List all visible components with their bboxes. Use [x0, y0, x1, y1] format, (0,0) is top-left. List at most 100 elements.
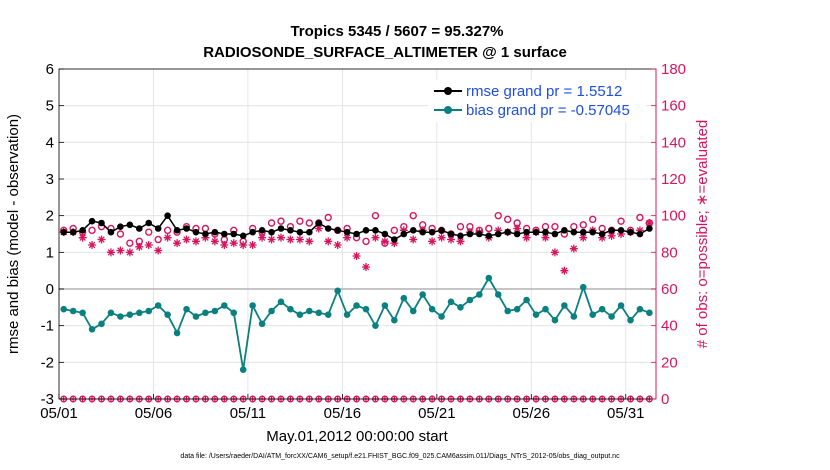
- possible-obs-marker: [570, 222, 578, 231]
- bias-point: [570, 313, 578, 320]
- evaluated-obs-marker: [437, 233, 446, 242]
- evaluated-obs-marker: [116, 246, 125, 255]
- rmse-point: [372, 227, 379, 234]
- bias-line: [63, 276, 650, 370]
- y2-axis-label: # of obs: o=possible; ∗=evaluated: [694, 120, 711, 349]
- bias-point: [258, 320, 266, 328]
- possible-obs-marker: [145, 228, 153, 236]
- y2-tick-label: 160: [661, 98, 686, 115]
- bias-point: [268, 307, 275, 315]
- rmse-point: [362, 227, 370, 234]
- bias-point: [221, 302, 228, 309]
- evaluated-obs-marker: [182, 235, 191, 244]
- possible-obs-marker: [541, 222, 550, 231]
- rmse-point: [324, 225, 332, 232]
- rmse-point: [409, 227, 417, 234]
- evaluated-obs-marker: [258, 233, 267, 242]
- bias-point: [334, 287, 341, 295]
- bias-point: [381, 302, 389, 309]
- evaluated-obs-marker: [88, 241, 97, 249]
- y2-axis-ticks: 0 20 40 60 80 100 120 140 160 180: [651, 61, 686, 408]
- bias-point: [353, 302, 360, 309]
- rmse-point: [107, 228, 115, 236]
- rmse-point: [60, 228, 68, 236]
- rmse-point: [636, 230, 644, 238]
- legend-rmse-marker: [444, 87, 452, 95]
- y2-tick-label: 80: [661, 244, 678, 261]
- possible-obs-marker: [371, 211, 380, 220]
- y-tick-label: 4: [46, 134, 54, 151]
- possible-obs-marker: [589, 215, 597, 224]
- rmse-point: [258, 227, 266, 234]
- legend-bias-marker: [444, 106, 452, 114]
- rmse-point: [154, 225, 162, 232]
- rmse-point: [419, 228, 426, 236]
- chart-subtitle: RADIOSONDE_SURFACE_ALTIMETER @ 1 surface: [203, 44, 567, 61]
- evaluated-obs-marker: [314, 224, 323, 233]
- rmse-point: [173, 227, 181, 234]
- rmse-point: [249, 228, 256, 236]
- rmse-point: [239, 232, 247, 240]
- evaluated-obs-marker: [409, 235, 418, 244]
- bias-point: [457, 304, 464, 311]
- rmse-point: [343, 228, 351, 236]
- rmse-point: [627, 228, 634, 236]
- x-tick-label: 05/26: [513, 405, 551, 422]
- rmse-point: [315, 219, 323, 227]
- rmse-point: [513, 230, 521, 238]
- bias-point: [532, 311, 540, 318]
- x-tick-label: 05/06: [135, 405, 173, 422]
- rmse-point: [126, 221, 134, 229]
- evaluated-obs-marker: [220, 241, 229, 249]
- plot-marks: [59, 211, 654, 403]
- possible-obs-marker: [485, 224, 493, 233]
- rmse-point: [164, 212, 171, 219]
- rmse-point: [570, 228, 578, 236]
- possible-obs-marker: [390, 226, 399, 235]
- possible-obs-marker: [201, 224, 210, 233]
- y-tick-label: -3: [41, 391, 54, 408]
- possible-obs-marker: [494, 211, 502, 220]
- bias-point: [438, 313, 445, 320]
- rmse-point: [79, 227, 86, 234]
- rmse-point: [523, 228, 530, 236]
- y2-tick-label: 100: [661, 208, 686, 225]
- evaluated-obs-marker: [78, 233, 87, 242]
- evaluated-obs-marker: [97, 235, 106, 244]
- bias-point: [608, 313, 615, 320]
- bias-point: [636, 305, 644, 313]
- rmse-point: [504, 228, 511, 236]
- evaluated-obs-marker: [229, 239, 238, 248]
- rmse-point: [117, 223, 124, 230]
- bias-point: [447, 298, 455, 306]
- rmse-point: [192, 228, 200, 236]
- evaluated-obs-marker: [191, 237, 200, 246]
- chart-title: Tropics 5345 / 5607 = 95.327%: [290, 23, 503, 40]
- evaluated-obs-marker: [635, 226, 644, 235]
- x-tick-label: 05/11: [230, 405, 266, 422]
- evaluated-obs-marker: [550, 248, 559, 257]
- bias-point: [69, 307, 77, 315]
- rmse-point: [183, 225, 190, 232]
- possible-obs-marker: [116, 230, 125, 238]
- bias-point: [589, 311, 597, 318]
- evaluated-obs-marker: [399, 226, 408, 235]
- evaluated-obs-marker: [144, 241, 153, 249]
- bias-point: [476, 291, 483, 298]
- possible-obs-marker: [126, 239, 134, 247]
- bias-point: [88, 326, 96, 333]
- bias-point: [579, 283, 587, 291]
- rmse-point: [353, 230, 360, 238]
- bias-point: [173, 329, 181, 337]
- evaluated-obs-marker: [362, 263, 371, 271]
- bias-point: [154, 302, 162, 309]
- y2-tick-label: 20: [661, 354, 678, 371]
- bias-point: [428, 305, 436, 313]
- evaluated-obs-marker: [522, 233, 531, 242]
- rmse-point: [381, 230, 389, 238]
- evaluated-obs-marker: [343, 233, 352, 242]
- evaluated-obs-marker: [456, 237, 465, 246]
- rmse-point: [334, 227, 341, 234]
- possible-obs-marker: [324, 213, 332, 222]
